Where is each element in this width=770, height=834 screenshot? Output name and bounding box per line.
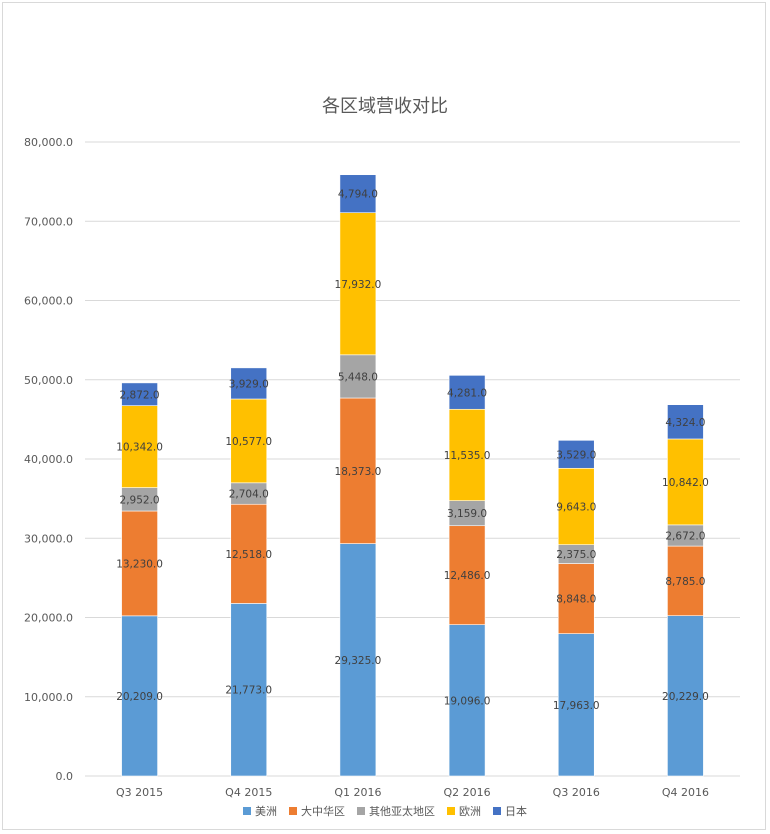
bar-segment bbox=[667, 404, 704, 440]
bar-segment bbox=[557, 563, 595, 634]
bar-segment bbox=[339, 174, 377, 214]
data-label: 8,848.0 bbox=[556, 594, 596, 606]
data-label: 8,785.0 bbox=[665, 576, 705, 588]
data-label: 2,672.0 bbox=[665, 530, 705, 542]
legend-item: 欧洲 bbox=[447, 803, 481, 819]
bar-segment bbox=[557, 440, 595, 469]
data-label: 10,842.0 bbox=[662, 477, 709, 489]
data-label: 12,518.0 bbox=[225, 549, 272, 561]
legend-label: 日本 bbox=[505, 805, 527, 818]
legend-item: 日本 bbox=[493, 803, 527, 819]
data-label: 2,375.0 bbox=[556, 549, 596, 561]
data-label: 4,281.0 bbox=[447, 387, 487, 399]
data-label: 9,643.0 bbox=[556, 501, 596, 513]
data-label: 5,448.0 bbox=[338, 371, 378, 383]
bar-segment bbox=[667, 545, 704, 616]
legend-swatch bbox=[493, 807, 501, 815]
bar-segment bbox=[557, 633, 595, 777]
data-label: 3,529.0 bbox=[556, 449, 596, 461]
y-tick-label: 10,000.0 bbox=[24, 691, 73, 704]
data-label: 19,096.0 bbox=[444, 695, 491, 707]
data-label: 20,229.0 bbox=[662, 691, 709, 703]
legend-label: 美洲 bbox=[255, 805, 277, 818]
data-label: 12,486.0 bbox=[444, 570, 491, 582]
y-tick-label: 20,000.0 bbox=[24, 612, 73, 625]
bar-segment bbox=[667, 615, 704, 777]
legend-label: 欧洲 bbox=[459, 805, 481, 818]
data-label: 21,773.0 bbox=[225, 685, 272, 697]
bar-segment bbox=[339, 543, 377, 777]
bar-segment bbox=[230, 503, 268, 604]
x-tick-label: Q2 2016 bbox=[444, 786, 491, 799]
y-tick-label: 60,000.0 bbox=[24, 295, 73, 308]
data-label: 2,872.0 bbox=[120, 389, 160, 401]
x-tick-label: Q4 2015 bbox=[225, 786, 272, 799]
y-tick-label: 80,000.0 bbox=[24, 136, 73, 149]
data-label: 17,963.0 bbox=[553, 700, 600, 712]
x-tick-label: Q3 2016 bbox=[553, 786, 600, 799]
x-tick-label: Q4 2016 bbox=[662, 786, 709, 799]
legend-swatch bbox=[243, 807, 251, 815]
bar-segment bbox=[448, 500, 486, 527]
y-tick-label: 40,000.0 bbox=[24, 453, 73, 466]
y-tick-label: 50,000.0 bbox=[24, 374, 73, 387]
data-label: 29,325.0 bbox=[335, 655, 382, 667]
data-label: 2,704.0 bbox=[229, 489, 269, 501]
bar-segment bbox=[121, 615, 158, 777]
bar-segment bbox=[448, 408, 486, 501]
bar-segment bbox=[230, 367, 268, 400]
legend-item: 大中华区 bbox=[289, 803, 345, 819]
bar-segment bbox=[448, 525, 486, 625]
bar-segment bbox=[557, 467, 595, 546]
legend-label: 大中华区 bbox=[301, 805, 345, 818]
data-label: 10,342.0 bbox=[116, 442, 163, 454]
data-label: 13,230.0 bbox=[116, 558, 163, 570]
x-tick-label: Q3 2015 bbox=[116, 786, 163, 799]
y-tick-label: 30,000.0 bbox=[24, 532, 73, 545]
data-label: 20,209.0 bbox=[116, 691, 163, 703]
data-label: 2,952.0 bbox=[120, 494, 160, 506]
bar-segment bbox=[121, 382, 158, 406]
x-tick-label: Q1 2016 bbox=[334, 786, 381, 799]
legend-item: 美洲 bbox=[243, 803, 277, 819]
data-label: 18,373.0 bbox=[335, 466, 382, 478]
data-label: 3,929.0 bbox=[229, 378, 269, 390]
chart-title: 各区域营收对比 bbox=[322, 96, 448, 117]
data-label: 17,932.0 bbox=[335, 279, 382, 291]
data-label: 11,535.0 bbox=[444, 450, 491, 462]
legend-swatch bbox=[357, 807, 365, 815]
chart-legend: 美洲 大中华区 其他亚太地区 欧洲 日本 bbox=[0, 803, 770, 819]
legend-item: 其他亚太地区 bbox=[357, 803, 435, 819]
data-label: 10,577.0 bbox=[225, 436, 272, 448]
y-tick-label: 70,000.0 bbox=[24, 215, 73, 228]
legend-swatch bbox=[289, 807, 297, 815]
bar-segment bbox=[230, 398, 268, 484]
legend-swatch bbox=[447, 807, 455, 815]
bar-segment bbox=[448, 375, 486, 410]
bar-segment bbox=[339, 397, 377, 544]
data-label: 3,159.0 bbox=[447, 508, 487, 520]
data-label: 4,324.0 bbox=[665, 417, 705, 429]
bar-segment bbox=[667, 438, 704, 526]
bar-segment bbox=[121, 510, 158, 617]
bar-segment bbox=[339, 354, 377, 399]
y-tick-label: 0.0 bbox=[56, 770, 74, 783]
data-label: 4,794.0 bbox=[338, 189, 378, 201]
legend-label: 其他亚太地区 bbox=[369, 805, 435, 818]
bar-segment bbox=[448, 624, 486, 777]
